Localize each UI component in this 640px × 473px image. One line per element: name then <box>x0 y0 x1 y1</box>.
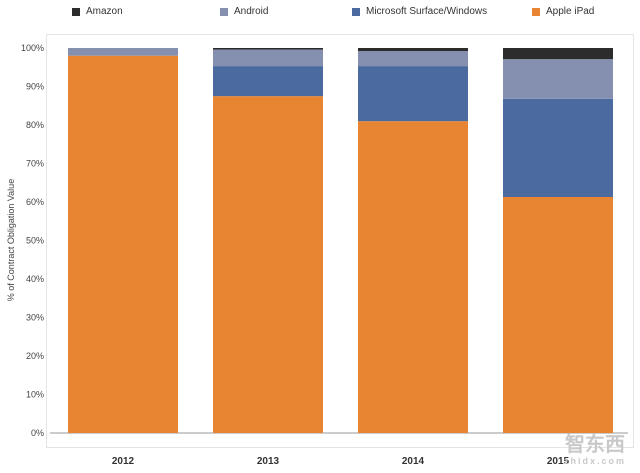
legend-swatch <box>352 7 360 16</box>
legend-item-android: Android <box>220 6 268 17</box>
y-tick-label: 40% <box>26 274 44 284</box>
watermark-logo: 智东西 zhidx.com <box>563 434 626 466</box>
bar-segment-microsoft-surface-windows-2015 <box>503 98 613 197</box>
x-tick-label: 2015 <box>547 456 570 467</box>
bar-segment-android-2012 <box>68 48 178 56</box>
bar-segment-microsoft-surface-windows-2013 <box>213 66 323 97</box>
y-axis-label: % of Contract Obligation Value <box>6 179 16 301</box>
bar-segment-android-2013 <box>213 49 323 67</box>
y-tick-label: 100% <box>21 43 44 53</box>
y-tick-label: 0% <box>31 428 44 438</box>
legend-swatch <box>220 7 228 16</box>
legend: Amazon Android Microsoft Surface/Windows… <box>0 6 640 20</box>
bar-segment-apple-ipad-2014 <box>358 121 468 434</box>
bar-segment-amazon-2013 <box>213 48 323 50</box>
y-tick-label: 10% <box>26 390 44 400</box>
bar-segment-apple-ipad-2015 <box>503 196 613 433</box>
y-tick-label: 80% <box>26 120 44 130</box>
legend-swatch <box>72 7 80 16</box>
bar-segment-apple-ipad-2012 <box>68 55 178 433</box>
legend-item-microsoft: Microsoft Surface/Windows <box>352 6 487 17</box>
bar-segment-amazon-2014 <box>358 48 468 52</box>
y-tick-label: 70% <box>26 159 44 169</box>
legend-item-amazon: Amazon <box>72 6 123 17</box>
plot-frame <box>46 34 634 448</box>
bar-segment-amazon-2015 <box>503 48 613 60</box>
y-tick-label: 20% <box>26 351 44 361</box>
y-tick-label: 90% <box>26 82 44 92</box>
legend-item-apple: Apple iPad <box>532 6 594 17</box>
y-tick-label: 50% <box>26 236 44 246</box>
bar-segment-apple-ipad-2013 <box>213 96 323 433</box>
y-tick-label: 30% <box>26 313 44 323</box>
x-tick-label: 2014 <box>402 456 425 467</box>
x-tick-label: 2012 <box>112 456 135 467</box>
bar-segment-android-2014 <box>358 51 468 67</box>
x-tick-label: 2013 <box>257 456 280 467</box>
bar-segment-microsoft-surface-windows-2014 <box>358 66 468 122</box>
legend-swatch <box>532 7 540 16</box>
bar-segment-android-2015 <box>503 59 613 99</box>
y-tick-label: 60% <box>26 197 44 207</box>
